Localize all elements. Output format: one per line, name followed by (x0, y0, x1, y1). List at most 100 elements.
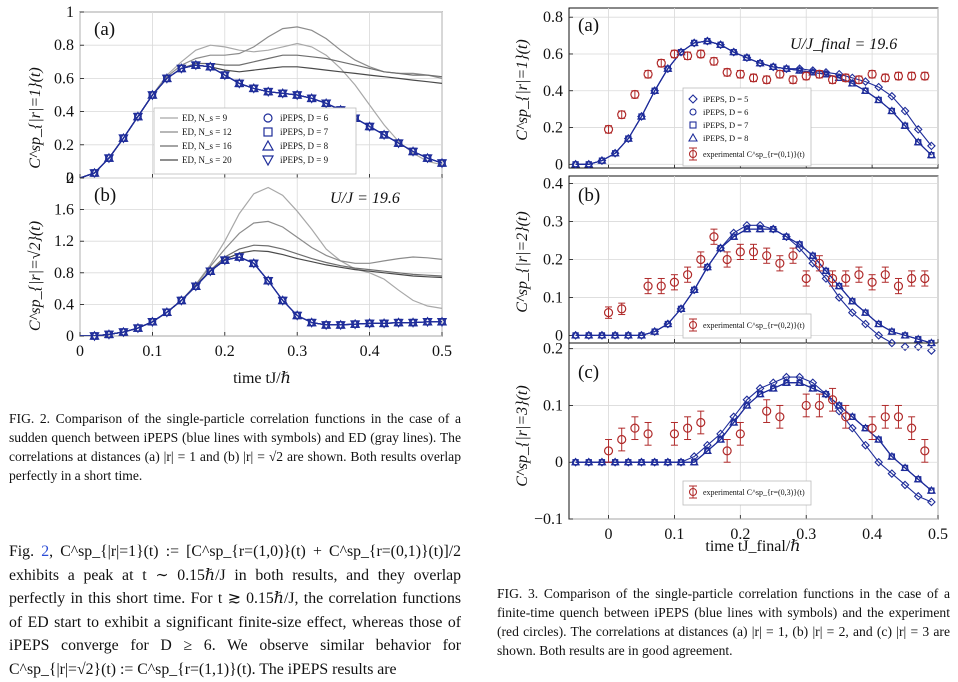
ipeps-data-point (834, 281, 844, 290)
fig3-legend-b-text: experimental C^sp_{r=(0,2)}(t) (703, 321, 805, 330)
experimental-data-point (630, 423, 640, 433)
ipeps-data-point (248, 84, 259, 94)
ipeps-data-point (808, 251, 818, 259)
experimental-data-point (722, 67, 732, 77)
experimental-data-point (683, 51, 693, 61)
ipeps-data-point (407, 318, 419, 328)
experimental-data-point (762, 406, 772, 416)
legend-triangle-down-marker (261, 155, 275, 167)
figure-reference-link[interactable]: 2 (41, 543, 50, 560)
ipeps-data-point (900, 106, 910, 116)
ipeps-data-point (663, 63, 673, 72)
y-tick-label: 1.2 (54, 233, 74, 250)
y-tick-label: 0 (555, 156, 563, 173)
ipeps-data-point (234, 253, 245, 263)
ipeps-data-point (205, 63, 216, 73)
ipeps-data-point (874, 434, 884, 443)
ipeps-data-point (205, 267, 216, 277)
ipeps-data-point (729, 47, 739, 56)
ipeps-data-point (623, 330, 633, 339)
y-tick-label: 0.2 (54, 137, 74, 154)
ipeps-data-point (742, 224, 752, 233)
ipeps-data-point (900, 463, 910, 472)
ipeps-data-point (887, 106, 897, 115)
fig3-legend-b: experimental C^sp_{r=(0,2)}(t) (682, 313, 812, 339)
experimental-data-point (893, 281, 904, 291)
ipeps-data-point (755, 389, 765, 398)
ipeps-data-point (702, 262, 712, 271)
fig3-caption-label: FIG. 3. (497, 586, 539, 601)
ipeps-data-point (676, 457, 686, 466)
x-tick-label: 0.5 (432, 343, 452, 360)
ipeps-data-point (900, 121, 910, 129)
ipeps-data-point (860, 86, 871, 94)
ipeps-data-point (248, 259, 259, 269)
ipeps-data-point (887, 338, 897, 348)
series-line (575, 40, 932, 165)
ipeps-data-point (610, 457, 620, 466)
ipeps-data-point (190, 61, 201, 71)
experimental-data-point (735, 247, 745, 257)
ipeps-data-point (926, 485, 936, 494)
experimental-data-point (867, 69, 877, 79)
experimental-data-point (669, 429, 680, 439)
ipeps-data-point (887, 326, 897, 335)
ipeps-data-point (407, 147, 419, 157)
fig3-ylabel-a: C^sp_{|r|=1}(t) (514, 39, 531, 140)
ipeps-data-point (808, 67, 818, 76)
ipeps-data-point (422, 318, 433, 328)
fig3-xlabel: time tJ_final/ℏ (705, 538, 800, 555)
fig3-legend-c-text: experimental C^sp_{r=(0,3)}(t) (703, 488, 805, 497)
ipeps-data-point (729, 232, 739, 240)
ipeps-data-point (861, 440, 870, 450)
ipeps-data-point (623, 133, 633, 142)
experimental-data-point (907, 423, 917, 433)
ipeps-data-point (161, 74, 173, 84)
legend-experimental-marker (688, 147, 698, 161)
experimental-data-point (722, 254, 732, 265)
y-tick-label: 0 (555, 327, 563, 344)
fig2-legend-ed-3: ED, N_s = 16 (182, 141, 232, 151)
experimental-data-point (735, 69, 745, 79)
fig3-panel-a-label: (a) (578, 15, 599, 36)
ipeps-data-point (636, 457, 647, 466)
x-tick-label: 0.3 (287, 343, 307, 360)
ipeps-data-point (393, 139, 404, 149)
fig2-panel-b-label: (b) (94, 185, 116, 206)
ipeps-data-point (89, 169, 100, 179)
experimental-data-point (722, 446, 732, 456)
ipeps-data-point (847, 296, 857, 305)
experimental-data-point (920, 71, 930, 81)
ipeps-data-point (349, 320, 361, 330)
fig2-legend: ED, N_s = 9 ED, N_s = 12 ED, N_s = 16 ED… (153, 107, 357, 175)
ipeps-data-point (292, 311, 303, 321)
experimental-data-point (893, 412, 904, 422)
fig3-legend-c: experimental C^sp_{r=(0,3)}(t) (682, 480, 812, 506)
x-tick-label: 0.3 (796, 526, 816, 543)
experimental-data-point (709, 56, 719, 66)
ipeps-data-point (834, 293, 844, 302)
ipeps-data-point (742, 52, 752, 61)
x-tick-label: 0.2 (215, 343, 235, 360)
ipeps-data-point (900, 342, 910, 352)
experimental-data-point (617, 110, 627, 120)
ipeps-data-point (321, 321, 332, 331)
ipeps-data-point (636, 330, 647, 339)
ipeps-data-point (292, 91, 303, 101)
fig3-legend-a-3: iPEPS, D = 7 (703, 120, 748, 130)
y-tick-label: 0.2 (543, 341, 563, 358)
ipeps-data-point (306, 94, 317, 104)
ipeps-data-point (781, 63, 792, 72)
y-tick-label: 0 (555, 454, 563, 471)
ipeps-data-point (847, 423, 857, 433)
experimental-data-point (617, 434, 627, 445)
y-tick-label: 0.6 (54, 70, 74, 87)
experimental-data-point (696, 417, 706, 428)
fig2-legend-ed-4: ED, N_s = 20 (182, 155, 232, 165)
ipeps-data-point (768, 383, 778, 392)
ipeps-data-point (436, 318, 448, 328)
experimental-data-point (656, 58, 666, 68)
ipeps-data-point (263, 276, 274, 287)
experimental-data-point (801, 273, 811, 284)
ipeps-data-point (874, 95, 884, 104)
